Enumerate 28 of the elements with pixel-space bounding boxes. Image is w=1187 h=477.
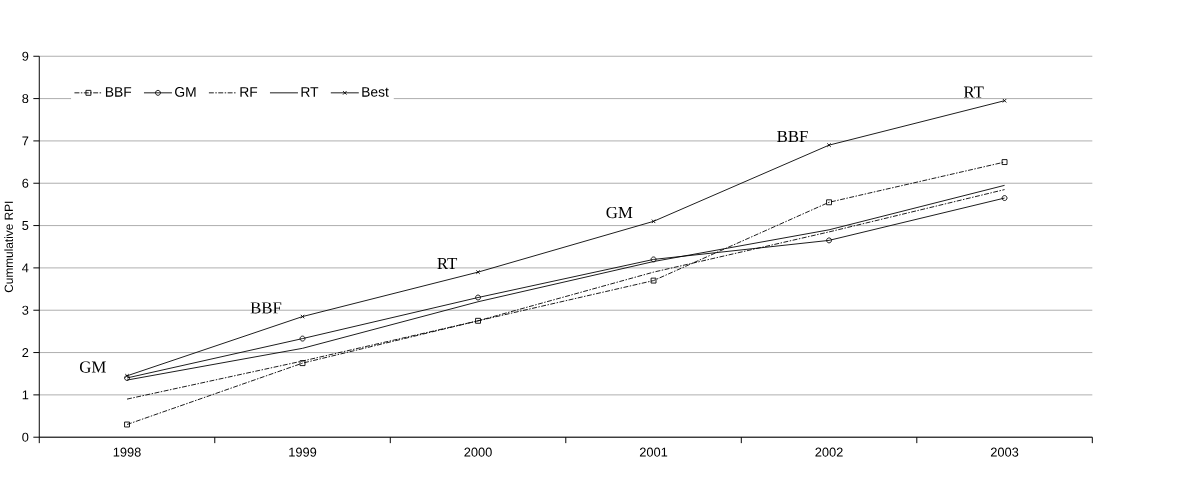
y-tick-label: 9 bbox=[22, 51, 29, 61]
y-tick-label: 3 bbox=[22, 305, 29, 315]
legend-label: RT bbox=[301, 87, 319, 97]
x-tick-label: 2003 bbox=[990, 447, 1019, 457]
annotation: RT bbox=[963, 86, 984, 98]
y-tick-label: 1 bbox=[22, 390, 29, 400]
annotation: BBF bbox=[777, 131, 808, 143]
y-tick-label: 6 bbox=[22, 178, 29, 188]
x-tick-label: 1999 bbox=[289, 447, 317, 457]
x-tick-label: 2002 bbox=[815, 447, 843, 457]
legend-label: RF bbox=[240, 87, 258, 97]
y-tick-label: 5 bbox=[22, 221, 29, 231]
y-tick-label: 4 bbox=[22, 263, 29, 273]
y-tick-label: 0 bbox=[22, 432, 29, 442]
x-tick-label: 2000 bbox=[464, 447, 492, 457]
y-tick-label: 8 bbox=[22, 94, 29, 104]
x-tick-label: 1998 bbox=[113, 447, 141, 457]
annotation: GM bbox=[606, 207, 633, 219]
legend-label: BBF bbox=[105, 87, 132, 97]
y-tick-label: 7 bbox=[22, 136, 29, 146]
legend-label: Best bbox=[362, 87, 389, 97]
annotation: GM bbox=[79, 361, 106, 373]
x-tick-label: 2001 bbox=[639, 447, 668, 457]
annotation: BBF bbox=[250, 302, 282, 314]
y-axis-title: Cummulative RPI bbox=[4, 201, 13, 293]
y-tick-label: 2 bbox=[22, 348, 29, 358]
legend-label: GM bbox=[175, 87, 196, 97]
annotation: RT bbox=[437, 258, 458, 270]
